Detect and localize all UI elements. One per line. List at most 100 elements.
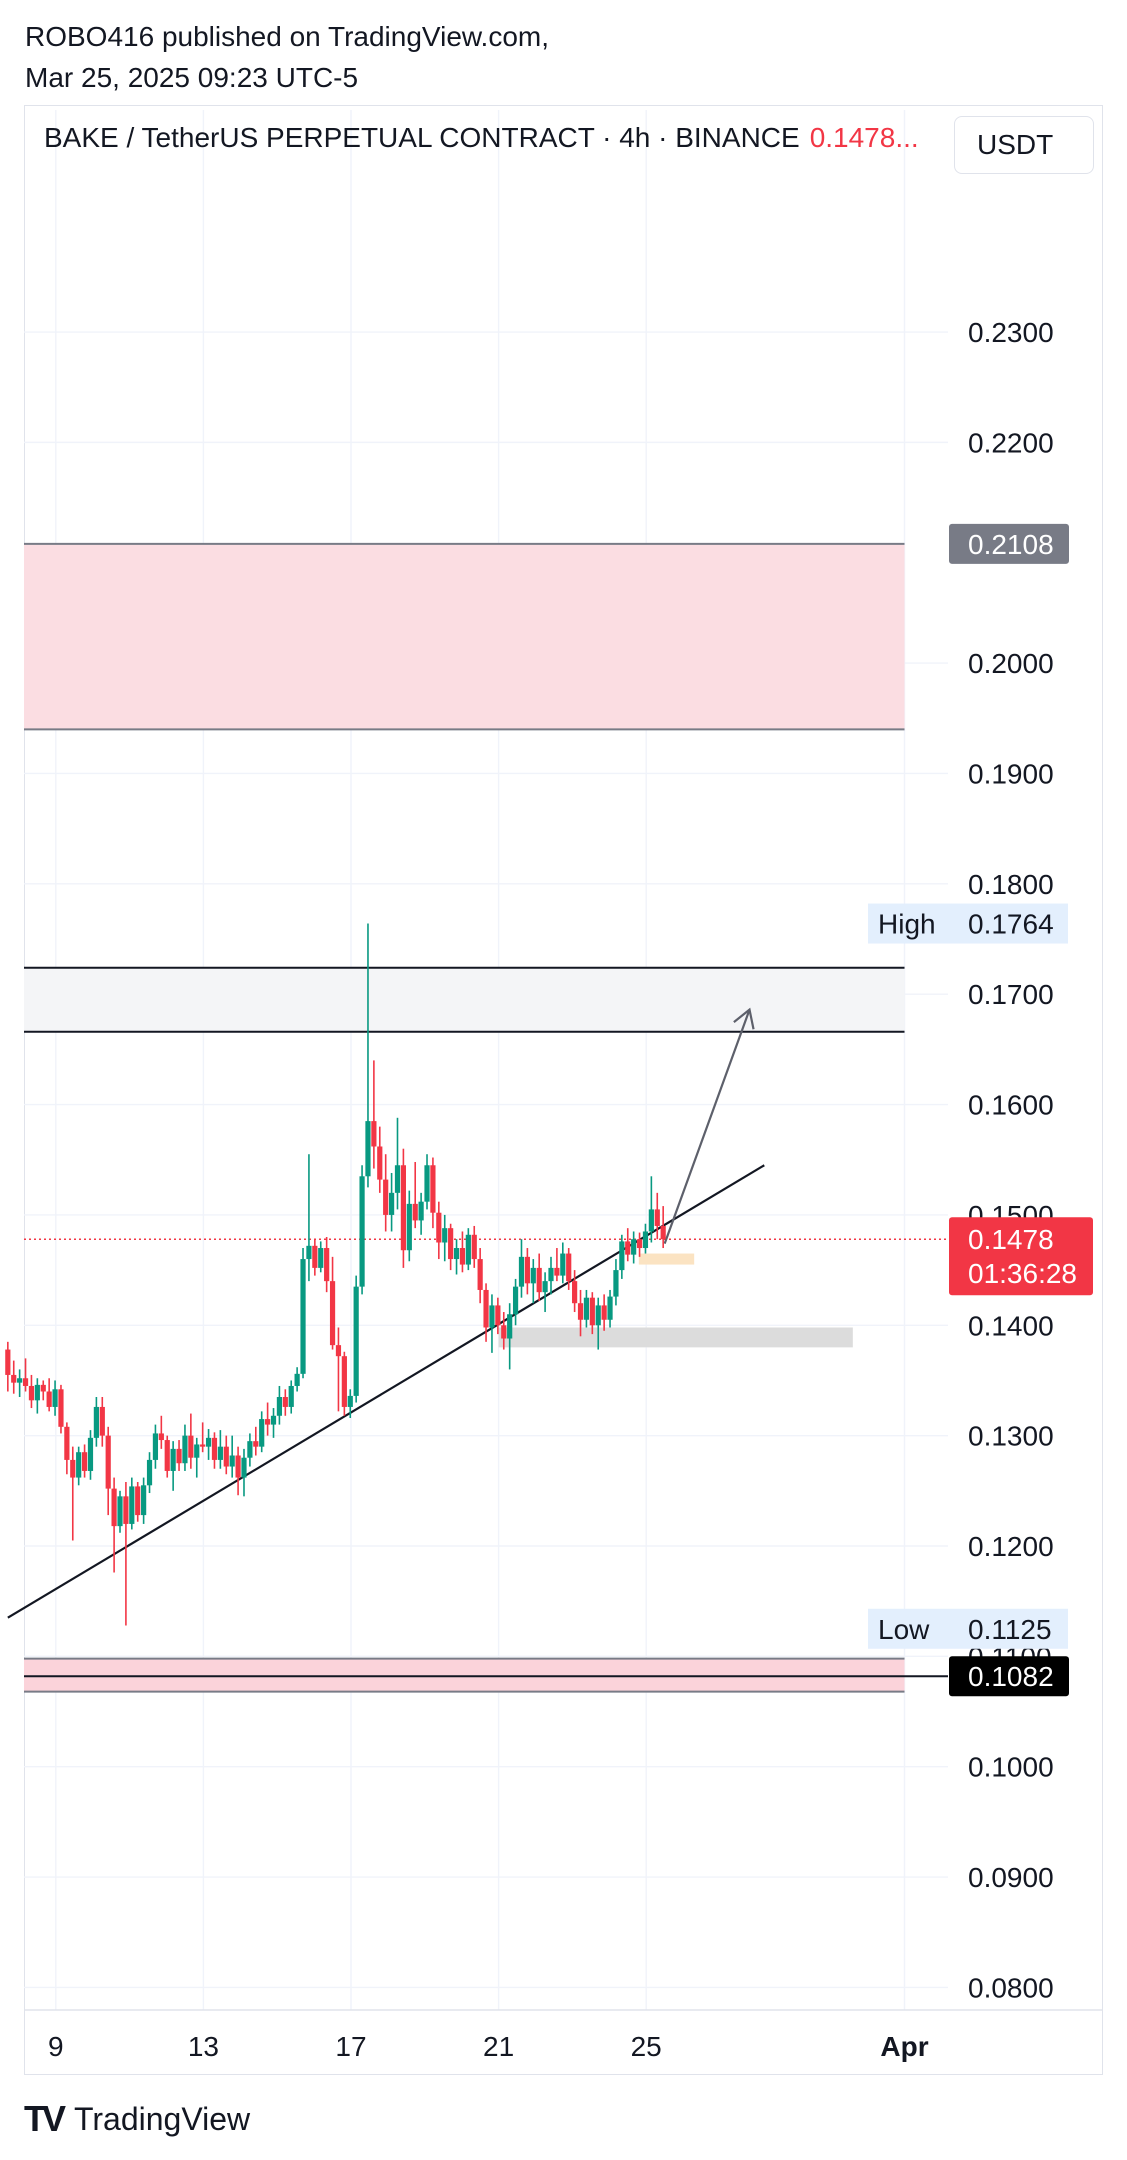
candle-body bbox=[235, 1455, 241, 1478]
publish-date: Mar 25, 2025 09:23 UTC-5 bbox=[25, 62, 359, 93]
grid bbox=[24, 110, 948, 2010]
price-tick-label: 0.1300 bbox=[968, 1421, 1054, 1452]
candle-body bbox=[129, 1486, 135, 1524]
price-tick-label: 0.1000 bbox=[968, 1752, 1054, 1783]
candles bbox=[5, 923, 666, 1626]
candle-body bbox=[353, 1286, 359, 1396]
price-tick-label: 0.1400 bbox=[968, 1310, 1054, 1341]
candle-body bbox=[654, 1209, 660, 1226]
candle-body bbox=[123, 1496, 129, 1524]
candle-body bbox=[28, 1385, 35, 1401]
candle-body bbox=[223, 1446, 229, 1467]
candle-body bbox=[448, 1228, 454, 1260]
candle-body bbox=[194, 1444, 200, 1458]
date-tick-label: 13 bbox=[188, 2031, 219, 2062]
candle-body bbox=[52, 1389, 58, 1407]
price-tick-label: 0.1800 bbox=[968, 869, 1054, 900]
candle-body bbox=[406, 1203, 412, 1251]
candle-body bbox=[501, 1325, 507, 1339]
candle-body bbox=[636, 1239, 643, 1249]
candle-body bbox=[465, 1234, 471, 1265]
candle-body bbox=[141, 1485, 147, 1516]
candle-body bbox=[247, 1441, 253, 1458]
candle-body bbox=[217, 1446, 223, 1460]
candle-body bbox=[117, 1496, 123, 1527]
candle-body bbox=[229, 1455, 235, 1467]
candle-body bbox=[365, 1121, 371, 1177]
candle-body bbox=[164, 1440, 170, 1471]
candle-body bbox=[22, 1378, 29, 1386]
price-marker-badge bbox=[949, 523, 1069, 564]
candle-body bbox=[188, 1435, 194, 1458]
candle-body bbox=[81, 1452, 88, 1471]
axis-labels: 0.2300 0.2200 0.2000 0.1900 0.1800 0.1700 0.16… bbox=[48, 317, 1093, 2062]
candle-body bbox=[111, 1488, 117, 1527]
candle-body bbox=[205, 1437, 212, 1447]
candle-body bbox=[5, 1349, 11, 1375]
candle-body bbox=[625, 1241, 631, 1255]
candle-body bbox=[87, 1437, 94, 1471]
candle-body bbox=[335, 1345, 342, 1357]
candle-body bbox=[577, 1303, 584, 1320]
candle-body bbox=[259, 1419, 265, 1447]
candle-body bbox=[507, 1314, 513, 1339]
symbol-title: BAKE / TetherUS PERPETUAL CONTRACT · 4h … bbox=[44, 122, 800, 153]
candle-body bbox=[642, 1231, 649, 1249]
candle-body bbox=[400, 1165, 406, 1251]
projection-arrow-head bbox=[733, 1007, 755, 1030]
candle-body bbox=[176, 1448, 182, 1464]
price-marker-label: 0.2108 bbox=[968, 529, 1054, 560]
candle-body bbox=[613, 1270, 619, 1297]
price-tick-label: 0.1900 bbox=[968, 758, 1054, 789]
candle-body bbox=[70, 1459, 76, 1478]
price-tick-label: 0.2000 bbox=[968, 648, 1054, 679]
tradingview-logo-icon: TV bbox=[24, 2098, 66, 2139]
price-marker-badge bbox=[949, 1656, 1069, 1697]
candle-body bbox=[359, 1176, 365, 1287]
candle-body bbox=[518, 1256, 525, 1287]
candle-body bbox=[436, 1212, 442, 1243]
candle-body bbox=[377, 1146, 383, 1180]
candle-body bbox=[76, 1452, 82, 1478]
candle-body bbox=[412, 1203, 418, 1221]
candle-body bbox=[542, 1281, 548, 1293]
zone-2 bbox=[24, 1658, 905, 1692]
low-value: 0.1125 bbox=[968, 1614, 1052, 1645]
candle-body bbox=[241, 1457, 247, 1478]
candle-body bbox=[300, 1259, 306, 1374]
price-scale-bg bbox=[948, 108, 1102, 2008]
candle-body bbox=[276, 1397, 283, 1416]
axes bbox=[24, 108, 1103, 2011]
candle-body bbox=[270, 1415, 277, 1425]
price-tick-label: 0.1600 bbox=[968, 1090, 1054, 1121]
zone-0 bbox=[24, 543, 905, 730]
candle-body bbox=[424, 1165, 430, 1202]
price-tick-label: 0.1700 bbox=[968, 979, 1054, 1010]
footer-brand: TradingView bbox=[74, 2100, 251, 2137]
candle-body bbox=[383, 1179, 389, 1215]
candle-body bbox=[489, 1305, 495, 1328]
candle-body bbox=[282, 1397, 288, 1407]
candle-body bbox=[388, 1192, 395, 1215]
high-text: High bbox=[878, 909, 936, 940]
countdown-label: 01:36:28 bbox=[968, 1258, 1077, 1289]
candle-body bbox=[152, 1433, 159, 1460]
symbol-legend[interactable]: BAKE / TetherUS PERPETUAL CONTRACT · 4h … bbox=[44, 122, 919, 154]
price-marker-label: 0.1082 bbox=[968, 1661, 1054, 1692]
candle-body bbox=[548, 1267, 554, 1282]
candle-body bbox=[607, 1296, 613, 1320]
publish-info: ROBO416 published on TradingView.com, Ma… bbox=[25, 16, 549, 98]
candle-body bbox=[341, 1356, 347, 1407]
price-tick-label: 0.2200 bbox=[968, 427, 1054, 458]
candle-body bbox=[524, 1256, 530, 1284]
zones bbox=[24, 542, 948, 1693]
projection-arrow-shaft bbox=[663, 1009, 751, 1244]
candle-body bbox=[560, 1253, 566, 1276]
currency-button[interactable]: USDT bbox=[954, 116, 1094, 174]
candle-body bbox=[58, 1389, 64, 1427]
candle-body bbox=[34, 1384, 40, 1401]
candle-body bbox=[312, 1245, 318, 1268]
candle-body bbox=[40, 1384, 46, 1392]
candle-body bbox=[648, 1209, 654, 1232]
